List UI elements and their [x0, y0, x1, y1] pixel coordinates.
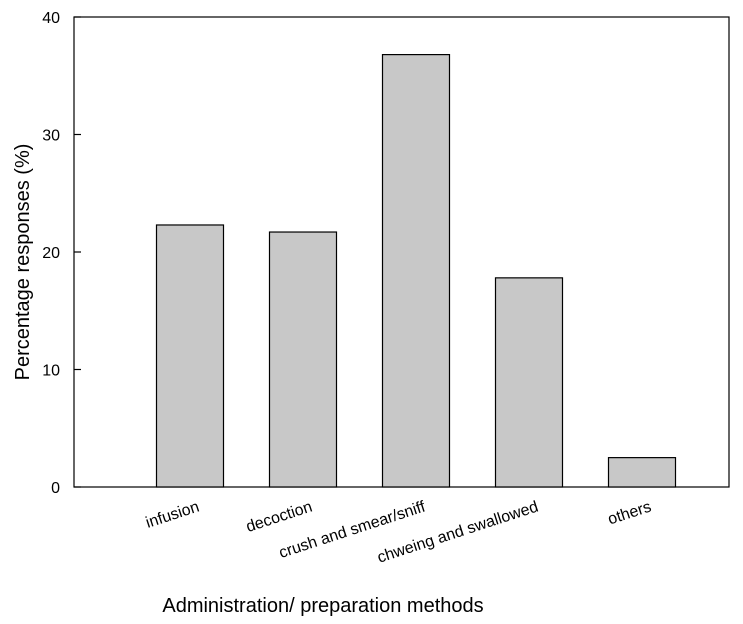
- x-axis-title: Administration/ preparation methods: [162, 595, 483, 617]
- y-tick-label: 40: [42, 10, 60, 27]
- bars-group: [155, 53, 677, 488]
- x-tick-label: infusion: [144, 499, 202, 532]
- x-tick-label: decoction: [244, 499, 314, 536]
- y-tick-label: 0: [51, 480, 60, 497]
- bar-infusion: [155, 224, 225, 488]
- y-axis-title: Percentage responses (%): [12, 144, 34, 381]
- y-axis-ticks: 0 10 20 30 40: [42, 10, 81, 497]
- y-tick-label: 10: [42, 363, 60, 380]
- y-tick-label: 20: [42, 245, 60, 262]
- bar-others: [607, 457, 677, 488]
- bar-crush-and-smear-sniff: [381, 53, 451, 488]
- bar-chweing-and-swallowed: [494, 277, 564, 488]
- x-tick-label: others: [606, 499, 654, 529]
- y-tick-label: 30: [42, 128, 60, 145]
- bar-decoction: [268, 231, 338, 488]
